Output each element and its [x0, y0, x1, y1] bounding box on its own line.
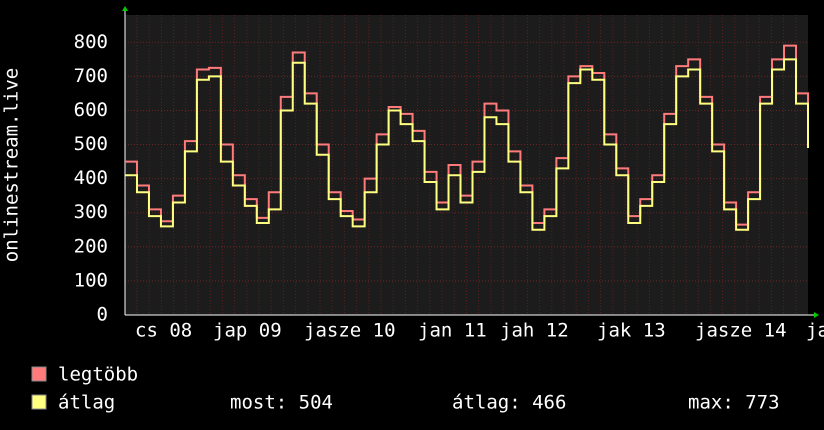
x-tick-label: cs 08: [135, 320, 192, 342]
x-tick-label: jasze 10: [304, 320, 396, 342]
series-line: [125, 58, 809, 231]
x-tick-label: jap 09: [213, 320, 282, 342]
x-tick-label: ja: [806, 320, 824, 342]
y-arrow: [122, 6, 128, 11]
x-tick-label: jak 13: [597, 320, 666, 342]
legend-stat: max: 773: [688, 392, 780, 414]
x-arrow: [814, 312, 819, 318]
legend-label: átlag: [58, 392, 115, 414]
x-tick-label: jasze 14: [695, 320, 787, 342]
y-tick-label: 0: [97, 304, 108, 326]
y-tick-label: 700: [74, 65, 108, 87]
y-tick-label: 400: [74, 167, 108, 189]
x-tick-label: jan 11: [418, 320, 487, 342]
y-tick-label: 100: [74, 269, 108, 291]
legend-swatch: [31, 394, 47, 410]
x-tick-label: jah 12: [500, 320, 569, 342]
legend-swatch: [31, 366, 47, 382]
y-axis-label: onlinestream.live: [1, 68, 23, 262]
legend-stat: most: 504: [230, 392, 333, 414]
y-tick-label: 600: [74, 99, 108, 121]
legend-label: legtöbb: [58, 364, 138, 386]
y-tick-label: 500: [74, 133, 108, 155]
y-tick-label: 200: [74, 235, 108, 257]
y-tick-label: 300: [74, 201, 108, 223]
y-tick-label: 800: [74, 31, 108, 53]
legend-stat: átlag: 466: [452, 392, 566, 414]
